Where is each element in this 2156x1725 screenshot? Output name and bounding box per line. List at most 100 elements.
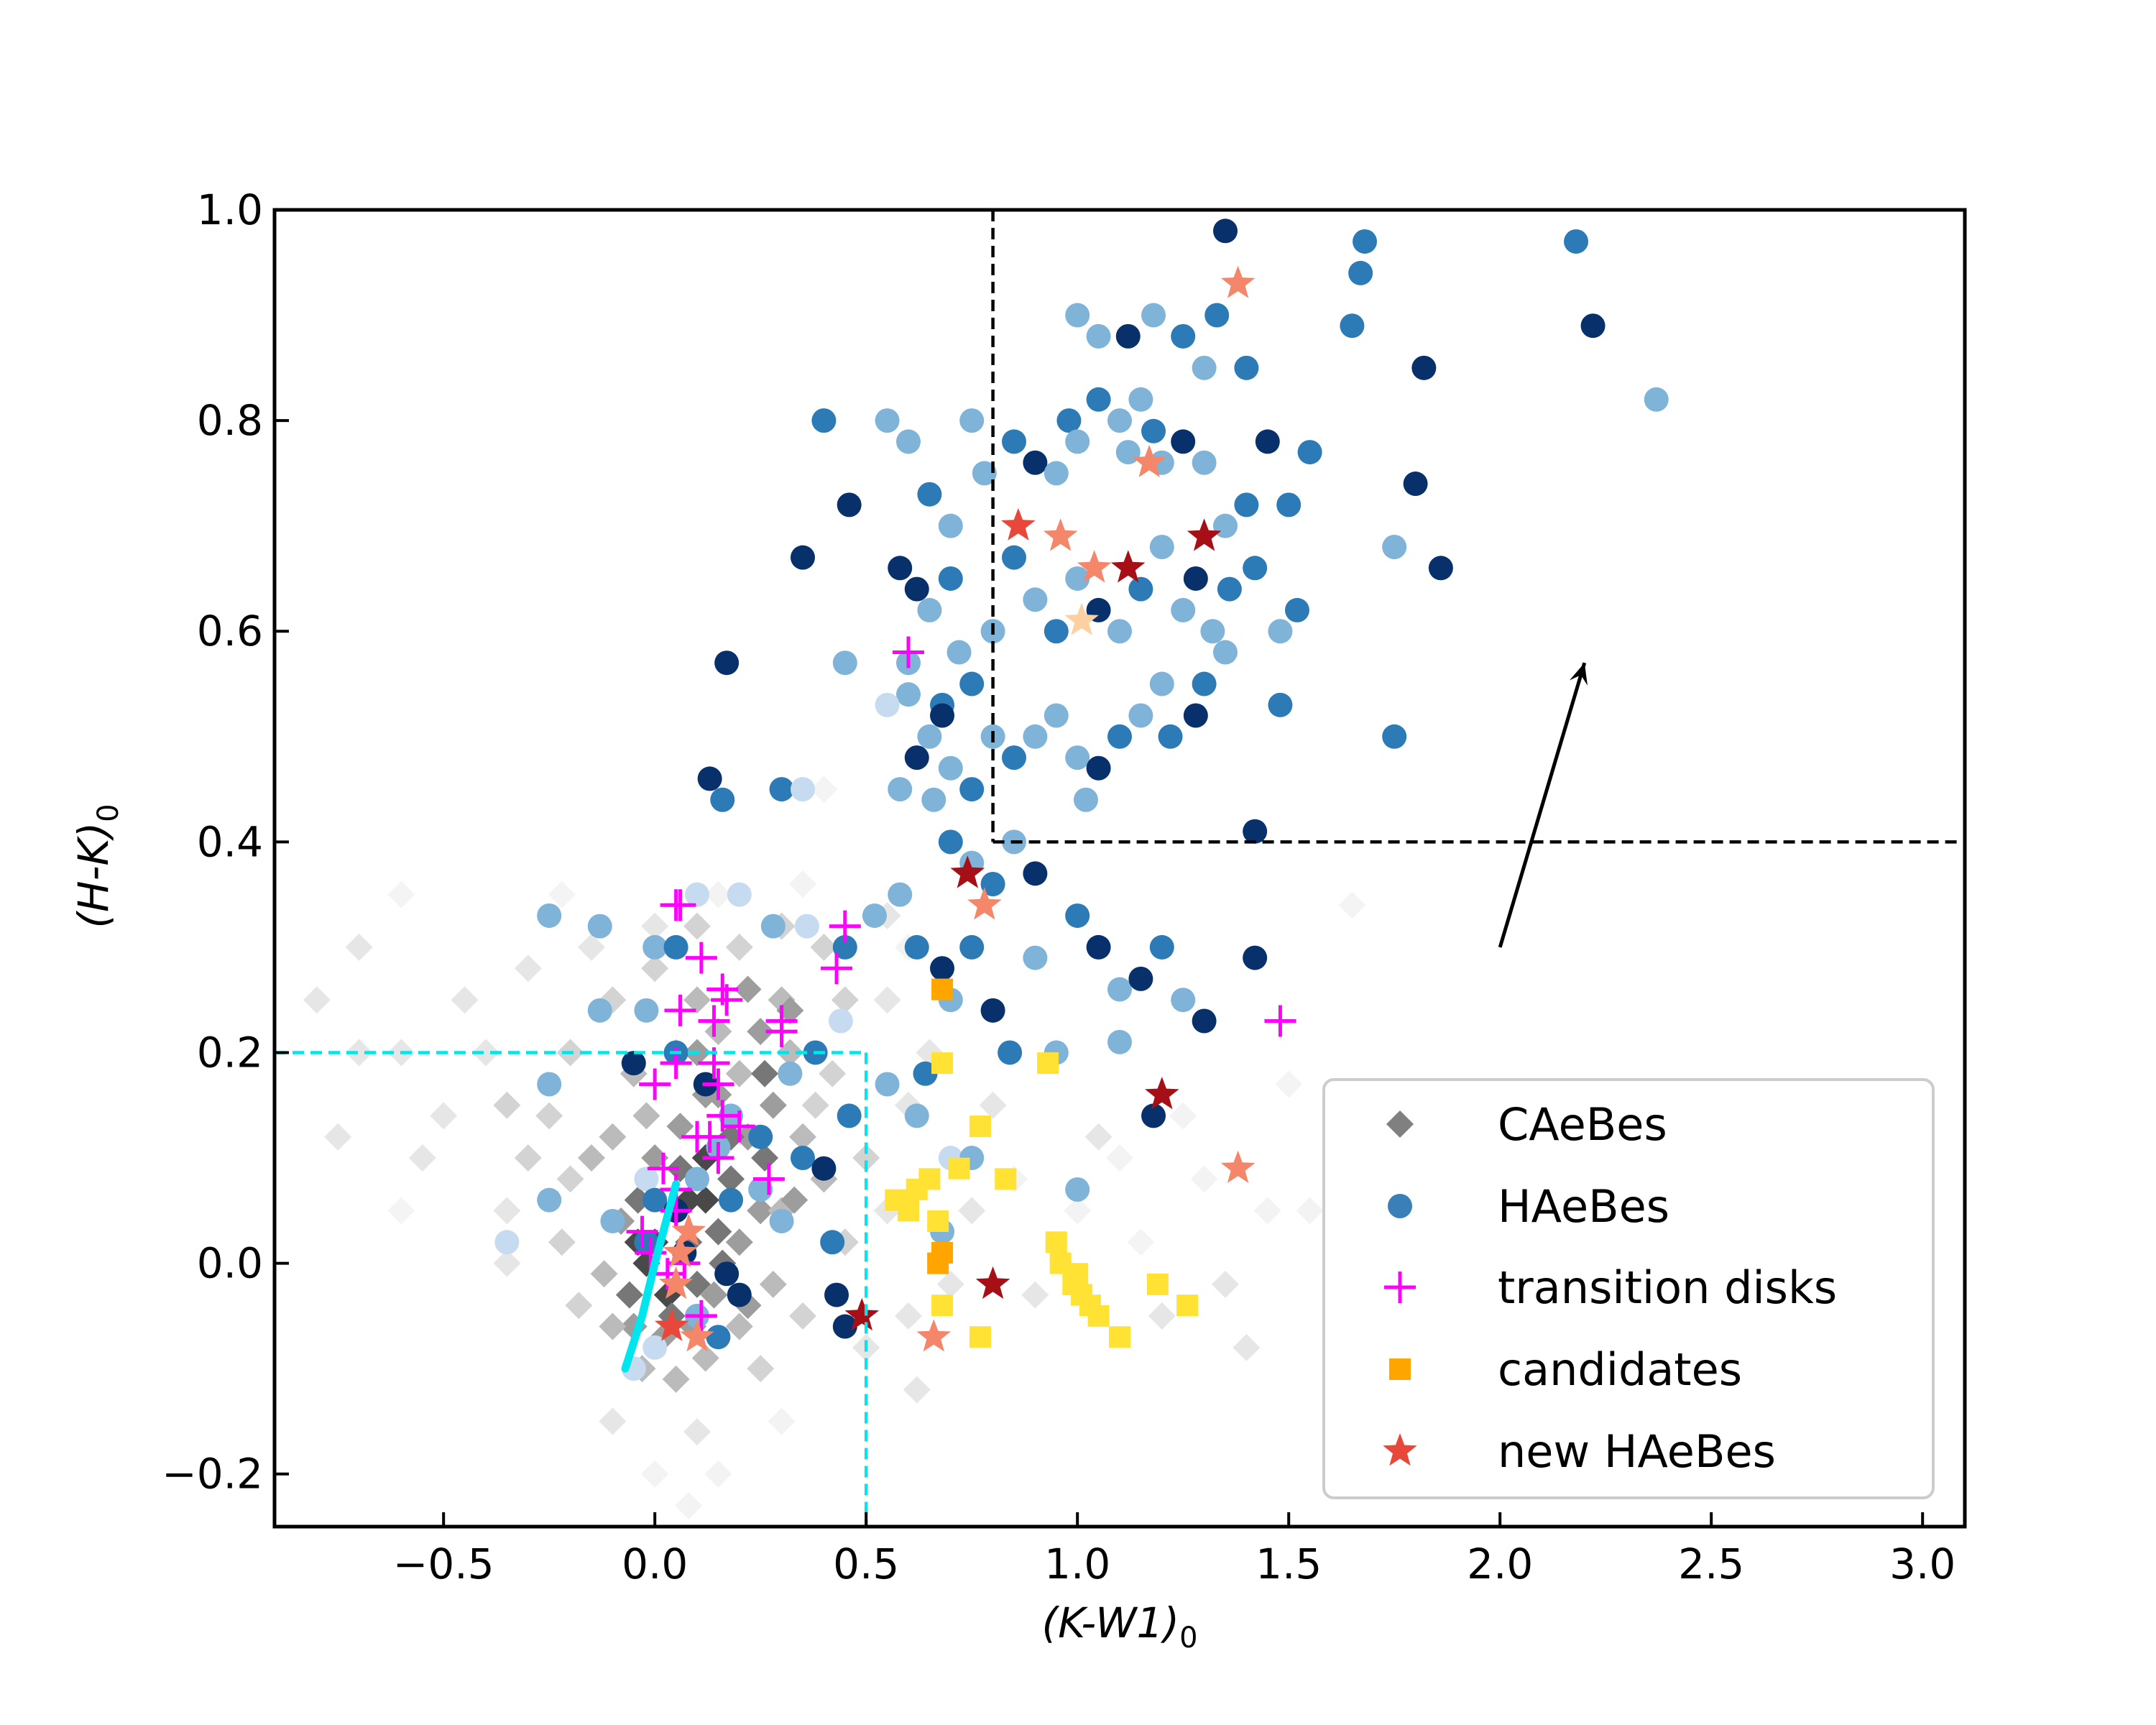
legend-label-new-haebes: new HAeBes xyxy=(1498,1425,1776,1478)
new-haebes-point xyxy=(654,1308,689,1341)
new-haebes-point xyxy=(1187,518,1222,551)
haebes-point xyxy=(1183,566,1208,591)
haebes-point xyxy=(917,482,942,507)
caebes-point xyxy=(599,1123,627,1151)
haebes-point xyxy=(621,1051,646,1076)
caebes-point xyxy=(801,1091,829,1119)
caebes-point xyxy=(704,1218,732,1246)
caebes-point xyxy=(683,986,711,1014)
new-haebes-point xyxy=(844,1297,880,1331)
haebes-point xyxy=(663,934,688,960)
transition-disk-point xyxy=(711,984,743,1016)
caebes-point xyxy=(548,1228,576,1256)
haebes-point xyxy=(980,998,1005,1023)
haebes-point xyxy=(778,1061,803,1086)
new-haebes-point xyxy=(1220,265,1256,298)
candidate-point xyxy=(1109,1326,1130,1348)
haebes-point xyxy=(1128,576,1153,602)
haebes-point xyxy=(634,998,659,1023)
haebes-point xyxy=(959,671,985,696)
caebes-point xyxy=(700,1281,728,1309)
caebes-point xyxy=(759,1270,787,1298)
haebes-point xyxy=(727,882,752,907)
transition-disk-point xyxy=(664,994,696,1026)
x-tick-label: 3.0 xyxy=(1889,1540,1955,1588)
x-axis-label: (K-W1)0 xyxy=(1041,1598,1197,1655)
haebes-point xyxy=(537,1072,562,1097)
new-haebes-point xyxy=(1064,602,1099,635)
caebes-point xyxy=(1233,1333,1261,1361)
caebes-point xyxy=(979,1091,1007,1119)
haebes-point xyxy=(1348,260,1373,285)
haebes-point xyxy=(791,1146,815,1171)
haebes-point xyxy=(1065,303,1090,328)
candidate-point xyxy=(1067,1263,1089,1285)
legend-marker-candidate xyxy=(1389,1358,1411,1380)
haebes-point xyxy=(587,998,612,1023)
haebes-point xyxy=(1128,387,1153,412)
haebes-point xyxy=(1086,387,1111,412)
haebes-point xyxy=(791,777,815,802)
y-tick-label: 0.4 xyxy=(197,817,263,866)
caebes-point xyxy=(1169,1102,1197,1130)
haebes-point xyxy=(862,903,887,928)
haebes-point xyxy=(1192,450,1217,475)
candidate-point xyxy=(969,1116,991,1138)
caebes-point xyxy=(1190,1165,1218,1193)
haebes-point xyxy=(832,650,857,676)
haebes-point xyxy=(1002,745,1026,770)
new-haebes-point xyxy=(1145,1077,1179,1110)
haebes-point xyxy=(1056,408,1082,433)
caebes-point xyxy=(819,1059,847,1087)
haebes-point xyxy=(917,597,942,622)
haebes-point xyxy=(706,1325,731,1350)
haebes-point xyxy=(1065,1177,1090,1202)
reddening-vector-arrowhead xyxy=(1569,663,1588,686)
legend-label-candidates: candidates xyxy=(1498,1343,1742,1396)
caebes-point xyxy=(565,1292,593,1320)
caebes-point xyxy=(387,1197,415,1225)
caebes-point xyxy=(747,1018,775,1046)
new-haebes-point xyxy=(680,1319,714,1352)
haebes-point xyxy=(896,682,921,707)
caebes-point xyxy=(578,933,605,961)
haebes-point xyxy=(888,777,913,802)
haebes-point xyxy=(959,777,985,802)
haebes-point xyxy=(748,1177,773,1202)
caebes-point xyxy=(675,1491,703,1519)
transition-disk-point xyxy=(702,1068,734,1100)
haebes-point xyxy=(1284,597,1309,622)
haebes-point xyxy=(888,556,913,581)
transition-disk-point xyxy=(639,1068,671,1100)
haebes-point xyxy=(1353,229,1378,254)
haebes-point xyxy=(1002,429,1026,454)
haebes-point xyxy=(1086,323,1111,349)
haebes-point xyxy=(832,1314,857,1339)
caebes-point xyxy=(725,1312,753,1340)
caebes-point xyxy=(725,933,753,961)
caebes-point xyxy=(704,1460,732,1488)
caebes-point xyxy=(472,1039,499,1067)
y-tick-label: 0.0 xyxy=(197,1239,263,1288)
new-haebes-point xyxy=(663,1234,698,1268)
candidate-point xyxy=(995,1168,1017,1190)
candidate-point xyxy=(906,1179,928,1201)
caebes-point xyxy=(751,1059,779,1087)
caebes-point xyxy=(599,1407,627,1435)
haebes-point xyxy=(642,934,668,960)
haebes-point xyxy=(769,777,794,802)
haebes-point xyxy=(697,766,722,791)
candidate-point xyxy=(969,1326,991,1348)
haebes-point xyxy=(875,692,900,717)
haebes-point xyxy=(1044,461,1069,486)
caebes-point xyxy=(958,1197,986,1225)
x-tick-label: 2.5 xyxy=(1678,1540,1744,1588)
transition-disk-point xyxy=(681,1121,713,1153)
new-haebes-point xyxy=(916,1319,952,1352)
haebes-point xyxy=(1065,903,1090,928)
candidate-point xyxy=(931,1294,954,1317)
haebes-point xyxy=(1107,724,1132,749)
transition-disk-point xyxy=(685,942,717,974)
haebes-point xyxy=(1382,724,1407,749)
